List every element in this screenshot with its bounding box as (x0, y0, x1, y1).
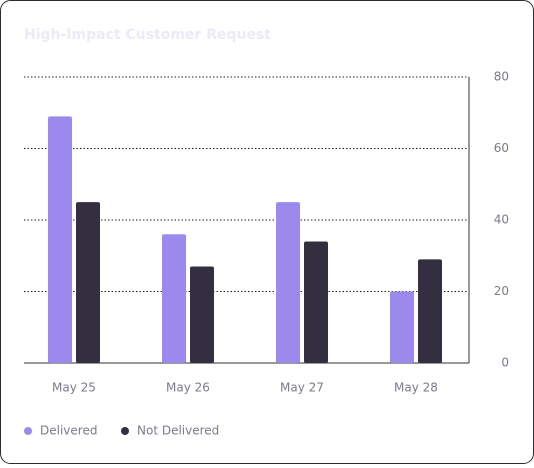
bar (418, 259, 442, 363)
legend-marker (24, 427, 32, 435)
bar (76, 202, 100, 363)
x-tick-label: May 26 (166, 381, 210, 395)
bar (276, 202, 300, 363)
bar (162, 234, 186, 363)
bar (304, 241, 328, 363)
y-tick-label: 60 (494, 141, 509, 155)
bar (48, 116, 72, 363)
x-tick-label: May 27 (280, 381, 324, 395)
chart-title: High-Impact Customer Request (24, 27, 271, 43)
x-tick-label: May 25 (52, 381, 96, 395)
bar (190, 266, 214, 363)
legend-label[interactable]: Delivered (40, 424, 97, 438)
y-tick-label: 20 (494, 284, 509, 298)
y-tick-label: 80 (494, 70, 509, 84)
bar (390, 291, 414, 363)
x-tick-label: May 28 (394, 381, 438, 395)
legend-label[interactable]: Not Delivered (137, 424, 219, 438)
y-tick-label: 40 (494, 213, 509, 227)
y-tick-label: 0 (501, 356, 509, 370)
legend-marker (121, 427, 129, 435)
